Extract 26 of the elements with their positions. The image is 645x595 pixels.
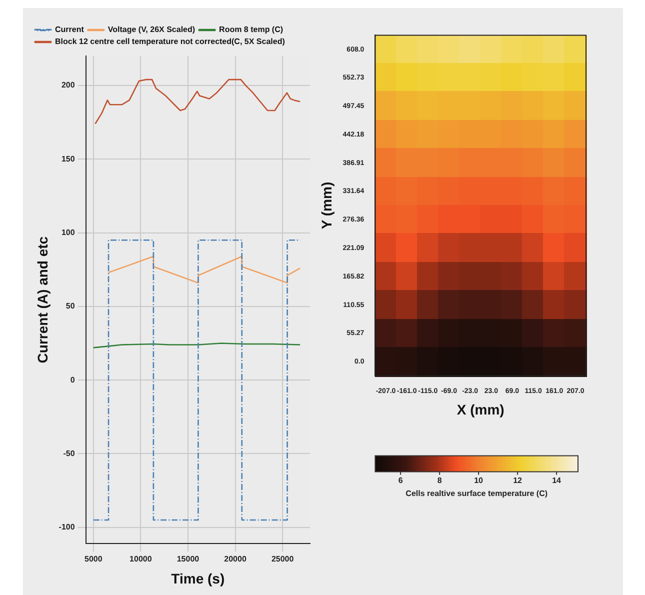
y-tick-label: 0 xyxy=(70,375,75,384)
color-bar-label: 10 xyxy=(474,476,484,486)
x-tick-label: 15000 xyxy=(176,554,200,564)
y-tick-label: -50 xyxy=(62,448,75,458)
x-tick-label: 5000 xyxy=(84,554,102,564)
y-axis-title: Y (mm) xyxy=(318,182,334,230)
x-tick-label: 10000 xyxy=(129,554,152,564)
y-tick-label: 100 xyxy=(60,228,75,237)
y-tick-label: 150 xyxy=(60,154,75,164)
color-bar-label: 8 xyxy=(436,476,442,486)
x-axis-title: Time (s) xyxy=(170,570,224,586)
legend-label: Block 12 centre cell temperature not corrected(C, 5X Scaled) xyxy=(54,37,285,46)
legend-label: Voltage (V, 26X Scaled) xyxy=(107,25,195,34)
y-axis-title: Current (A) and etc xyxy=(34,236,50,364)
color-bar-title: Cells realtive surface temperature (C) xyxy=(405,489,548,498)
y-tick-label: 50 xyxy=(65,302,75,311)
x-axis-title: X (mm) xyxy=(456,401,504,418)
x-tick-label: 25000 xyxy=(270,554,294,564)
legend-label: Room 8 temp (C) xyxy=(218,25,283,34)
color-bar-label: 14 xyxy=(552,476,562,486)
x-tick-label: 20000 xyxy=(224,554,246,564)
legend-label: Current xyxy=(54,25,84,34)
color-bar-label: 12 xyxy=(512,476,522,486)
color-bar-label: 6 xyxy=(398,476,403,486)
y-tick-label: 200 xyxy=(60,80,75,90)
y-tick-label: -100 xyxy=(58,522,75,532)
